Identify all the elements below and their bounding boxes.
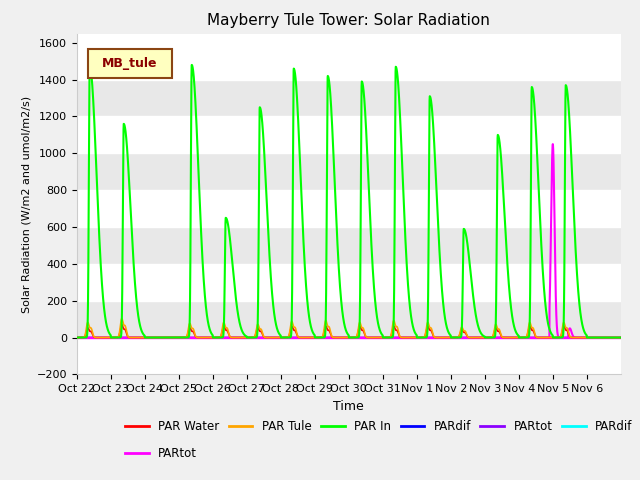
- PAR Water: [100, 335, 108, 340]
- PAR Water: [270, 335, 278, 340]
- Line: PAR In: PAR In: [77, 65, 621, 337]
- PARtot: [617, 335, 625, 340]
- PARdif: [419, 335, 426, 340]
- PARdif: [476, 335, 484, 340]
- PAR In: [476, 329, 484, 335]
- PAR In: [617, 335, 625, 340]
- Bar: [77, 153, 621, 190]
- PARtot: [476, 335, 484, 340]
- PARdif: [100, 335, 108, 340]
- PARdif: [506, 335, 513, 340]
- PARdif: [100, 335, 108, 340]
- PARtot: [73, 335, 81, 340]
- PARtot: [73, 335, 81, 340]
- Bar: [77, 80, 621, 117]
- PAR Tule: [616, 335, 623, 340]
- Bar: [77, 300, 621, 337]
- PARtot: [419, 335, 426, 340]
- Line: PAR Water: PAR Water: [77, 324, 621, 337]
- PARtot: [506, 335, 513, 340]
- Text: MB_tule: MB_tule: [102, 57, 158, 70]
- PARdif: [419, 335, 426, 340]
- PARtot: [419, 335, 426, 340]
- PARdif: [476, 335, 484, 340]
- PAR Tule: [270, 335, 278, 340]
- PARtot: [506, 335, 513, 340]
- PARdif: [73, 335, 81, 340]
- Title: Mayberry Tule Tower: Solar Radiation: Mayberry Tule Tower: Solar Radiation: [207, 13, 490, 28]
- PARtot: [549, 141, 557, 147]
- PARtot: [395, 335, 403, 340]
- PARdif: [617, 335, 625, 340]
- PAR Water: [506, 335, 513, 340]
- PARdif: [617, 335, 625, 340]
- X-axis label: Time: Time: [333, 400, 364, 413]
- PARdif: [270, 335, 278, 340]
- PARtot: [270, 335, 278, 340]
- Bar: [77, 227, 621, 264]
- PAR In: [73, 335, 81, 340]
- PAR Water: [617, 335, 625, 340]
- PARtot: [395, 335, 403, 340]
- PAR Tule: [73, 335, 81, 340]
- Legend: PARtot: PARtot: [120, 443, 202, 465]
- PARdif: [506, 335, 513, 340]
- PAR Water: [118, 322, 125, 327]
- PAR Tule: [100, 335, 108, 340]
- PAR In: [419, 335, 426, 340]
- FancyBboxPatch shape: [88, 49, 172, 78]
- PAR Water: [476, 335, 484, 340]
- PAR Tule: [395, 330, 403, 336]
- PARtot: [100, 335, 108, 340]
- PAR Tule: [419, 335, 426, 340]
- PAR Tule: [476, 335, 484, 340]
- PARdif: [395, 335, 403, 340]
- PAR In: [100, 306, 108, 312]
- PAR Water: [419, 335, 426, 340]
- PARdif: [73, 335, 81, 340]
- PAR Water: [395, 332, 403, 337]
- PAR In: [270, 309, 278, 314]
- PAR Water: [616, 335, 623, 340]
- PARtot: [270, 335, 278, 340]
- PAR Tule: [118, 316, 125, 322]
- PAR In: [188, 62, 196, 68]
- PAR Tule: [506, 335, 513, 340]
- PAR Water: [73, 335, 81, 340]
- PARtot: [617, 335, 625, 340]
- Line: PARtot: PARtot: [77, 144, 621, 337]
- PAR In: [506, 287, 513, 292]
- PAR Tule: [617, 335, 625, 340]
- PAR In: [141, 335, 148, 340]
- PARtot: [100, 335, 108, 340]
- PARdif: [270, 335, 278, 340]
- Line: PAR Tule: PAR Tule: [77, 319, 621, 337]
- Y-axis label: Solar Radiation (W/m2 and umol/m2/s): Solar Radiation (W/m2 and umol/m2/s): [21, 96, 31, 312]
- PARtot: [476, 335, 484, 340]
- PAR In: [395, 91, 403, 96]
- PARdif: [395, 335, 403, 340]
